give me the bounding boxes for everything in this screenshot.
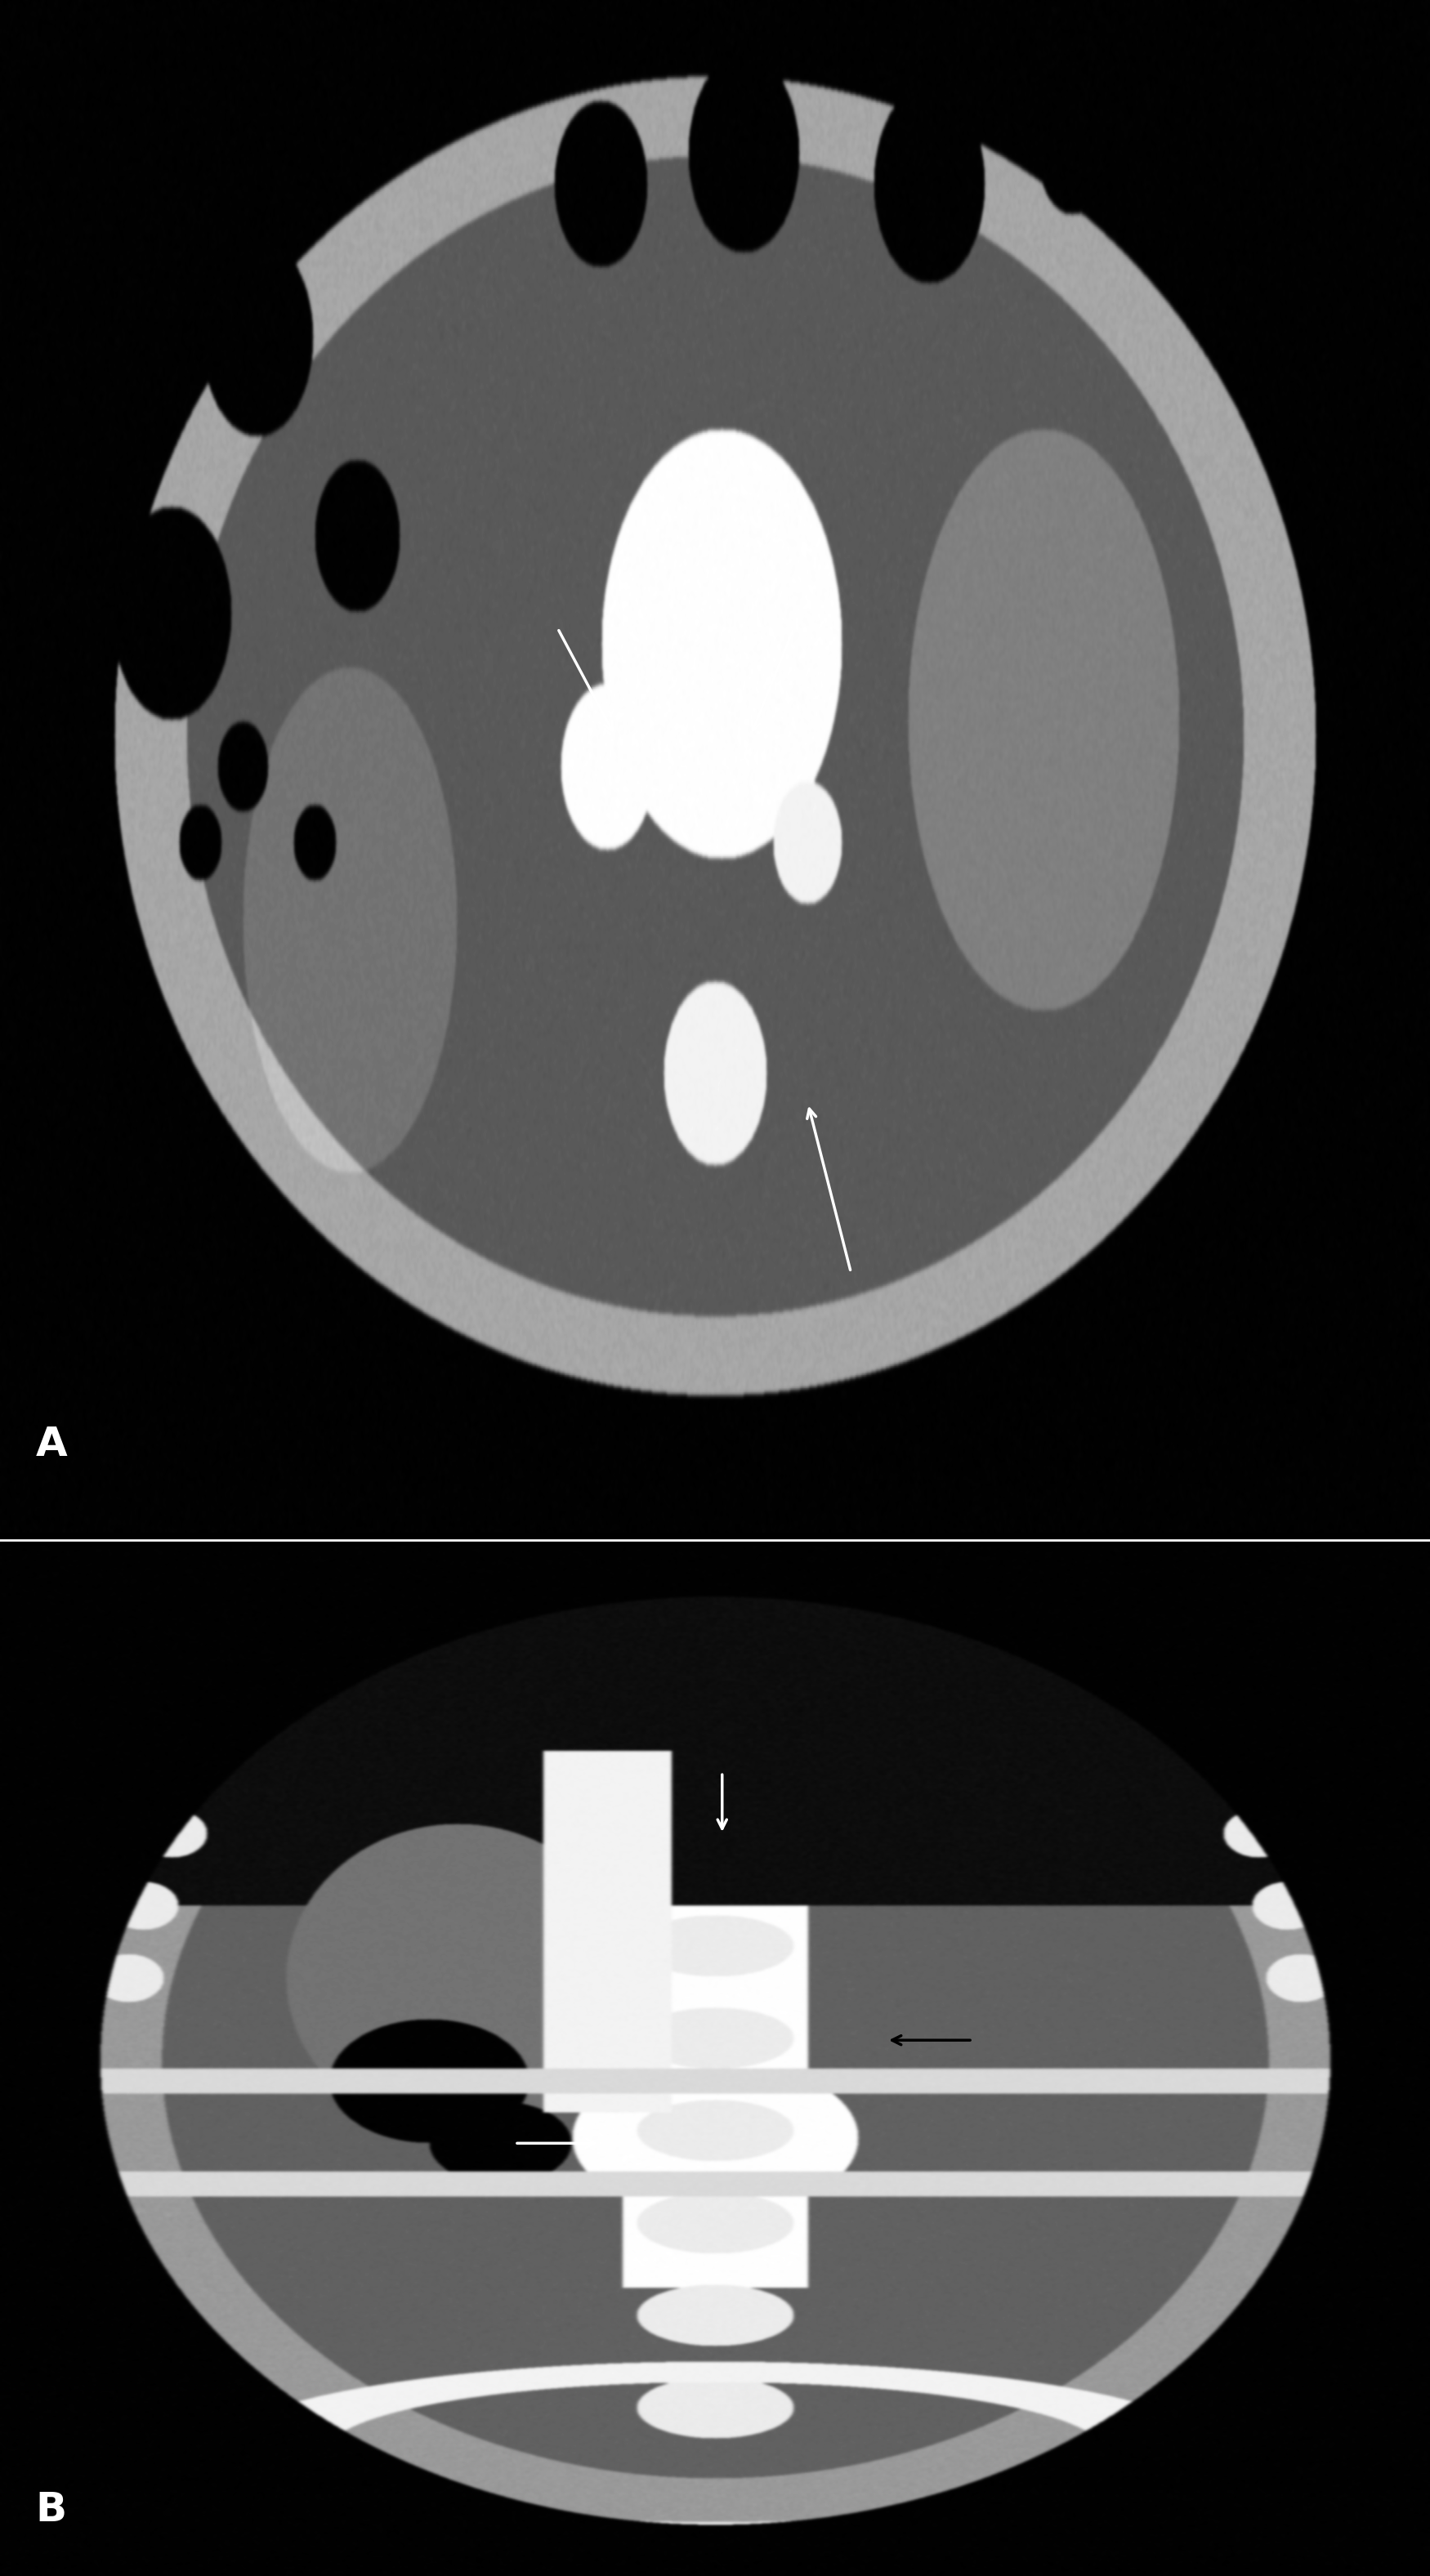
Text: A: A bbox=[36, 1425, 67, 1463]
Text: B: B bbox=[36, 2491, 67, 2530]
